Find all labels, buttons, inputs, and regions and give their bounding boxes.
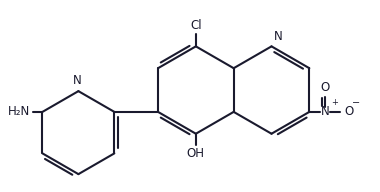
Text: H₂N: H₂N: [8, 105, 30, 118]
Text: Cl: Cl: [190, 19, 202, 32]
Text: N: N: [321, 105, 329, 118]
Text: O: O: [321, 81, 330, 94]
Text: +: +: [331, 98, 338, 107]
Text: −: −: [352, 98, 360, 108]
Text: N: N: [274, 30, 282, 43]
Text: N: N: [73, 74, 82, 87]
Text: O: O: [345, 105, 354, 118]
Text: OH: OH: [187, 147, 205, 160]
